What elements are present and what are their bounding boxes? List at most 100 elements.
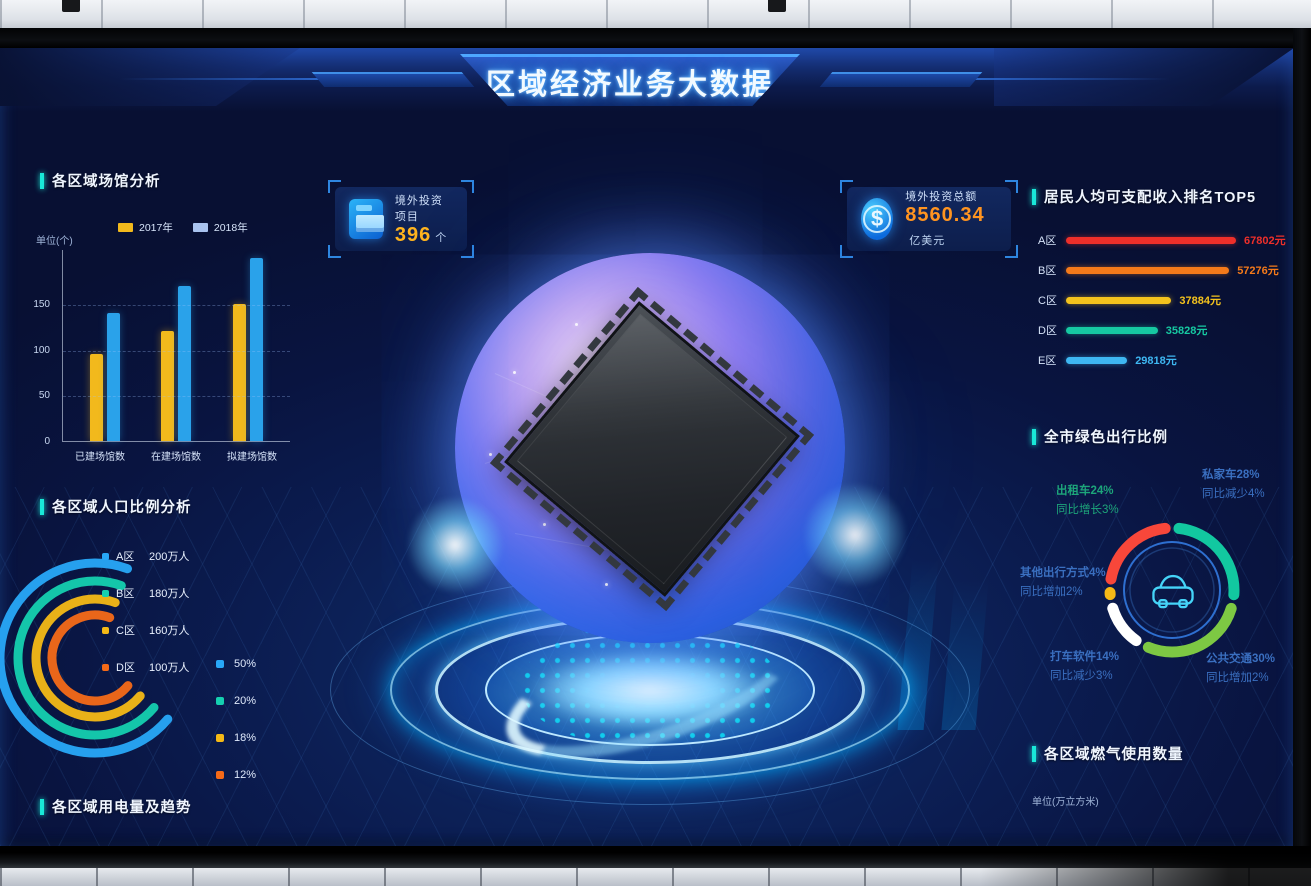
income-zone-label: C区 bbox=[1038, 295, 1057, 307]
population-percent-item[interactable]: 50% bbox=[216, 658, 256, 670]
header-wing bbox=[819, 72, 983, 87]
y-tick-label: 100 bbox=[33, 344, 50, 356]
bracket-icon bbox=[1005, 245, 1018, 258]
legend-item[interactable]: 2018年 bbox=[192, 220, 248, 235]
title-tick bbox=[40, 798, 44, 815]
bar-2017年[interactable] bbox=[161, 331, 175, 441]
panel-title-electricity: 各区域用电量及趋势 bbox=[40, 796, 192, 817]
population-value: 100万人 bbox=[149, 662, 190, 674]
bracket-icon bbox=[840, 180, 853, 193]
population-value: 160万人 bbox=[149, 625, 190, 637]
bar-group bbox=[89, 313, 120, 441]
badge-label: 境外投资总额 bbox=[905, 191, 978, 203]
bar-2017年[interactable] bbox=[89, 354, 103, 441]
legend-swatch bbox=[192, 223, 208, 232]
percent-dot bbox=[216, 771, 224, 779]
car-icon bbox=[1152, 574, 1194, 609]
income-value: 37884元 bbox=[1179, 295, 1221, 307]
population-arc[interactable] bbox=[31, 594, 145, 722]
income-row[interactable]: E区 29818元 bbox=[1038, 350, 1177, 370]
income-bar[interactable] bbox=[1066, 236, 1236, 244]
donut-inner-ring bbox=[1123, 541, 1221, 639]
bar-2018年[interactable] bbox=[250, 258, 264, 441]
page-title: 区域经济业务大数据 bbox=[485, 68, 774, 101]
venues-y-axis: 0 50 100 150 bbox=[18, 250, 56, 447]
population-row[interactable]: D区 100万人 bbox=[102, 659, 189, 675]
travel-mode-percent: 其他出行方式4% bbox=[1020, 567, 1106, 579]
income-value: 35828元 bbox=[1165, 325, 1208, 337]
y-tick-label: 0 bbox=[44, 436, 50, 447]
population-arc[interactable] bbox=[0, 558, 173, 758]
travel-mode-percent: 打车软件14% bbox=[1050, 651, 1120, 663]
tv-bezel-right bbox=[1293, 28, 1311, 886]
wall-mount bbox=[768, 0, 786, 12]
bracket-icon bbox=[328, 245, 341, 258]
income-row[interactable]: D区 35828元 bbox=[1038, 320, 1207, 340]
bracket-icon bbox=[328, 180, 341, 193]
population-dot bbox=[102, 663, 109, 671]
travel-mode-yoy: 同比增加2% bbox=[1206, 672, 1269, 684]
population-arc[interactable] bbox=[47, 610, 133, 706]
population-zone-label: D区 bbox=[116, 662, 135, 674]
income-row[interactable]: B区 57276元 bbox=[1038, 260, 1279, 280]
badge-value: 396 个 bbox=[394, 223, 448, 246]
population-row[interactable]: A区 200万人 bbox=[102, 548, 189, 564]
donut-segment-私家车[interactable] bbox=[1104, 522, 1240, 658]
venues-legend: 2017年 2018年 bbox=[118, 220, 248, 235]
income-value: 29818元 bbox=[1135, 355, 1177, 367]
bar-2018年[interactable] bbox=[178, 285, 192, 441]
population-dot bbox=[102, 626, 109, 634]
light-burst bbox=[780, 460, 930, 610]
income-zone-label: D区 bbox=[1038, 325, 1057, 337]
population-dot bbox=[102, 589, 109, 597]
green-travel-donut-chart bbox=[1104, 522, 1240, 658]
title-tick bbox=[40, 498, 44, 515]
badge-overseas-projects[interactable]: 境外投资项目 396 个 bbox=[328, 180, 474, 258]
income-bar[interactable] bbox=[1066, 326, 1158, 334]
income-zone-label: A区 bbox=[1038, 235, 1057, 247]
donut-segment-其他出行方式[interactable] bbox=[1104, 522, 1240, 658]
bracket-icon bbox=[840, 245, 853, 258]
y-tick-label: 150 bbox=[33, 298, 50, 310]
bar-group bbox=[233, 258, 264, 441]
donut-inner-ring bbox=[1129, 547, 1215, 633]
population-row[interactable]: B区 180万人 bbox=[102, 585, 189, 601]
badge-overseas-investment[interactable]: $ 境外投资总额 8560.34亿美元 bbox=[840, 180, 1018, 258]
income-row[interactable]: A区 67802元 bbox=[1038, 230, 1286, 250]
bracket-icon bbox=[461, 180, 474, 193]
income-zone-label: B区 bbox=[1038, 265, 1057, 277]
panel-title-venues: 各区域场馆分析 bbox=[40, 170, 161, 191]
donut-segment-公共交通[interactable] bbox=[1104, 522, 1240, 658]
income-bar[interactable] bbox=[1066, 296, 1172, 304]
population-percent-item[interactable]: 12% bbox=[216, 769, 256, 781]
green-travel-label: 公共交通30% 同比增加2% bbox=[1206, 650, 1294, 688]
category-label: 拟建场馆数 bbox=[227, 452, 277, 463]
population-arc[interactable] bbox=[13, 576, 159, 740]
legend-swatch bbox=[118, 223, 133, 232]
income-value: 67802元 bbox=[1244, 235, 1286, 247]
dashboard-screen: 区域经济业务大数据 各区域场馆分析 2017年 2018年 单位(个) 0 50 10… bbox=[0, 48, 1294, 846]
income-zone-label: E区 bbox=[1038, 355, 1057, 367]
panel-title-population: 各区域人口比例分析 bbox=[40, 496, 192, 517]
globe-spark bbox=[605, 583, 608, 586]
income-bar[interactable] bbox=[1066, 356, 1128, 364]
gridline bbox=[63, 396, 290, 398]
wall-mount bbox=[62, 0, 80, 12]
population-percent-item[interactable]: 18% bbox=[216, 732, 256, 744]
population-percent-item[interactable]: 20% bbox=[216, 695, 256, 707]
badge-label: 境外投资项目 bbox=[394, 194, 443, 223]
panel-title-green-travel: 全市绿色出行比例 bbox=[1032, 426, 1168, 447]
category-label: 已建场馆数 bbox=[75, 452, 125, 463]
bar-2017年[interactable] bbox=[233, 303, 247, 441]
legend-item[interactable]: 2017年 bbox=[118, 220, 173, 235]
income-row[interactable]: C区 37884元 bbox=[1038, 290, 1221, 310]
header-accent-line bbox=[120, 78, 350, 80]
travel-mode-percent: 公共交通30% bbox=[1206, 653, 1276, 665]
population-row[interactable]: C区 160万人 bbox=[102, 622, 189, 638]
venues-bar-groups bbox=[63, 258, 290, 441]
globe-spark bbox=[543, 523, 546, 526]
income-bar[interactable] bbox=[1066, 266, 1230, 274]
bar-2018年[interactable] bbox=[106, 313, 120, 441]
globe-spark bbox=[513, 371, 516, 374]
